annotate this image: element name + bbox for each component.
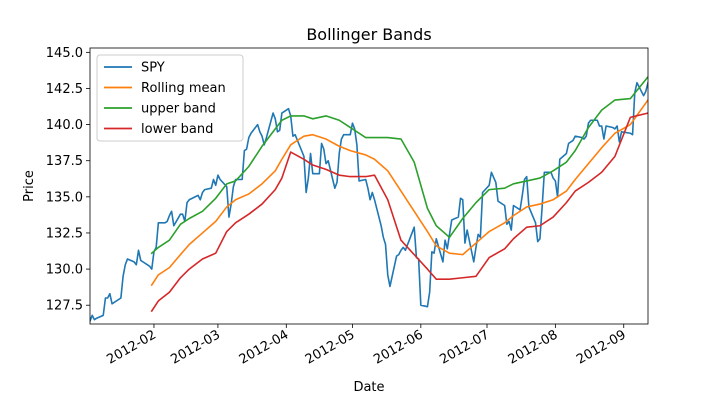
y-tick-label: 127.5 — [46, 299, 83, 314]
series-layer — [90, 75, 648, 323]
series-line-lower-band — [150, 112, 648, 313]
x-tick-label: 2012-04 — [237, 327, 292, 367]
x-axis-title: Date — [353, 380, 384, 395]
plot-area-frame — [89, 47, 649, 325]
series-line-spy — [90, 81, 648, 323]
y-axis-title: Price — [22, 170, 37, 202]
x-tick-label: 2012-07 — [437, 327, 492, 367]
y-axis: 127.5 130.0 132.5 135.0 137.5 140.0 142.5 145.0 — [46, 46, 90, 314]
x-tick-label: 2012-06 — [371, 327, 426, 367]
y-tick-label: 142.5 — [46, 82, 83, 97]
y-tick-label: 135.0 — [46, 190, 83, 205]
y-tick-label: 145.0 — [46, 46, 83, 61]
chart-title: Bollinger Bands — [306, 25, 431, 44]
x-axis: 2012-02 2012-03 2012-04 2012-05 2012-06 2012-… — [104, 324, 629, 368]
legend: SPY Rolling mean upper band lower band — [96, 54, 244, 142]
y-tick-label: 140.0 — [46, 118, 83, 133]
x-tick-label: 2012-08 — [506, 327, 561, 367]
series-line-upper-band — [150, 75, 648, 255]
x-tick-label: 2012-09 — [574, 327, 629, 367]
legend-label: upper band — [141, 102, 216, 117]
x-tick-label: 2012-03 — [168, 327, 223, 367]
x-tick-label: 2012-05 — [303, 327, 358, 367]
y-tick-label: 132.5 — [46, 226, 83, 241]
legend-box — [96, 54, 244, 142]
legend-label: SPY — [141, 61, 165, 76]
series-line-rolling-mean — [150, 98, 648, 287]
x-tick-label: 2012-02 — [104, 327, 159, 367]
y-tick-label: 137.5 — [46, 154, 83, 169]
legend-label: lower band — [141, 122, 213, 137]
y-tick-label: 130.0 — [46, 263, 83, 278]
legend-label: Rolling mean — [141, 81, 226, 96]
